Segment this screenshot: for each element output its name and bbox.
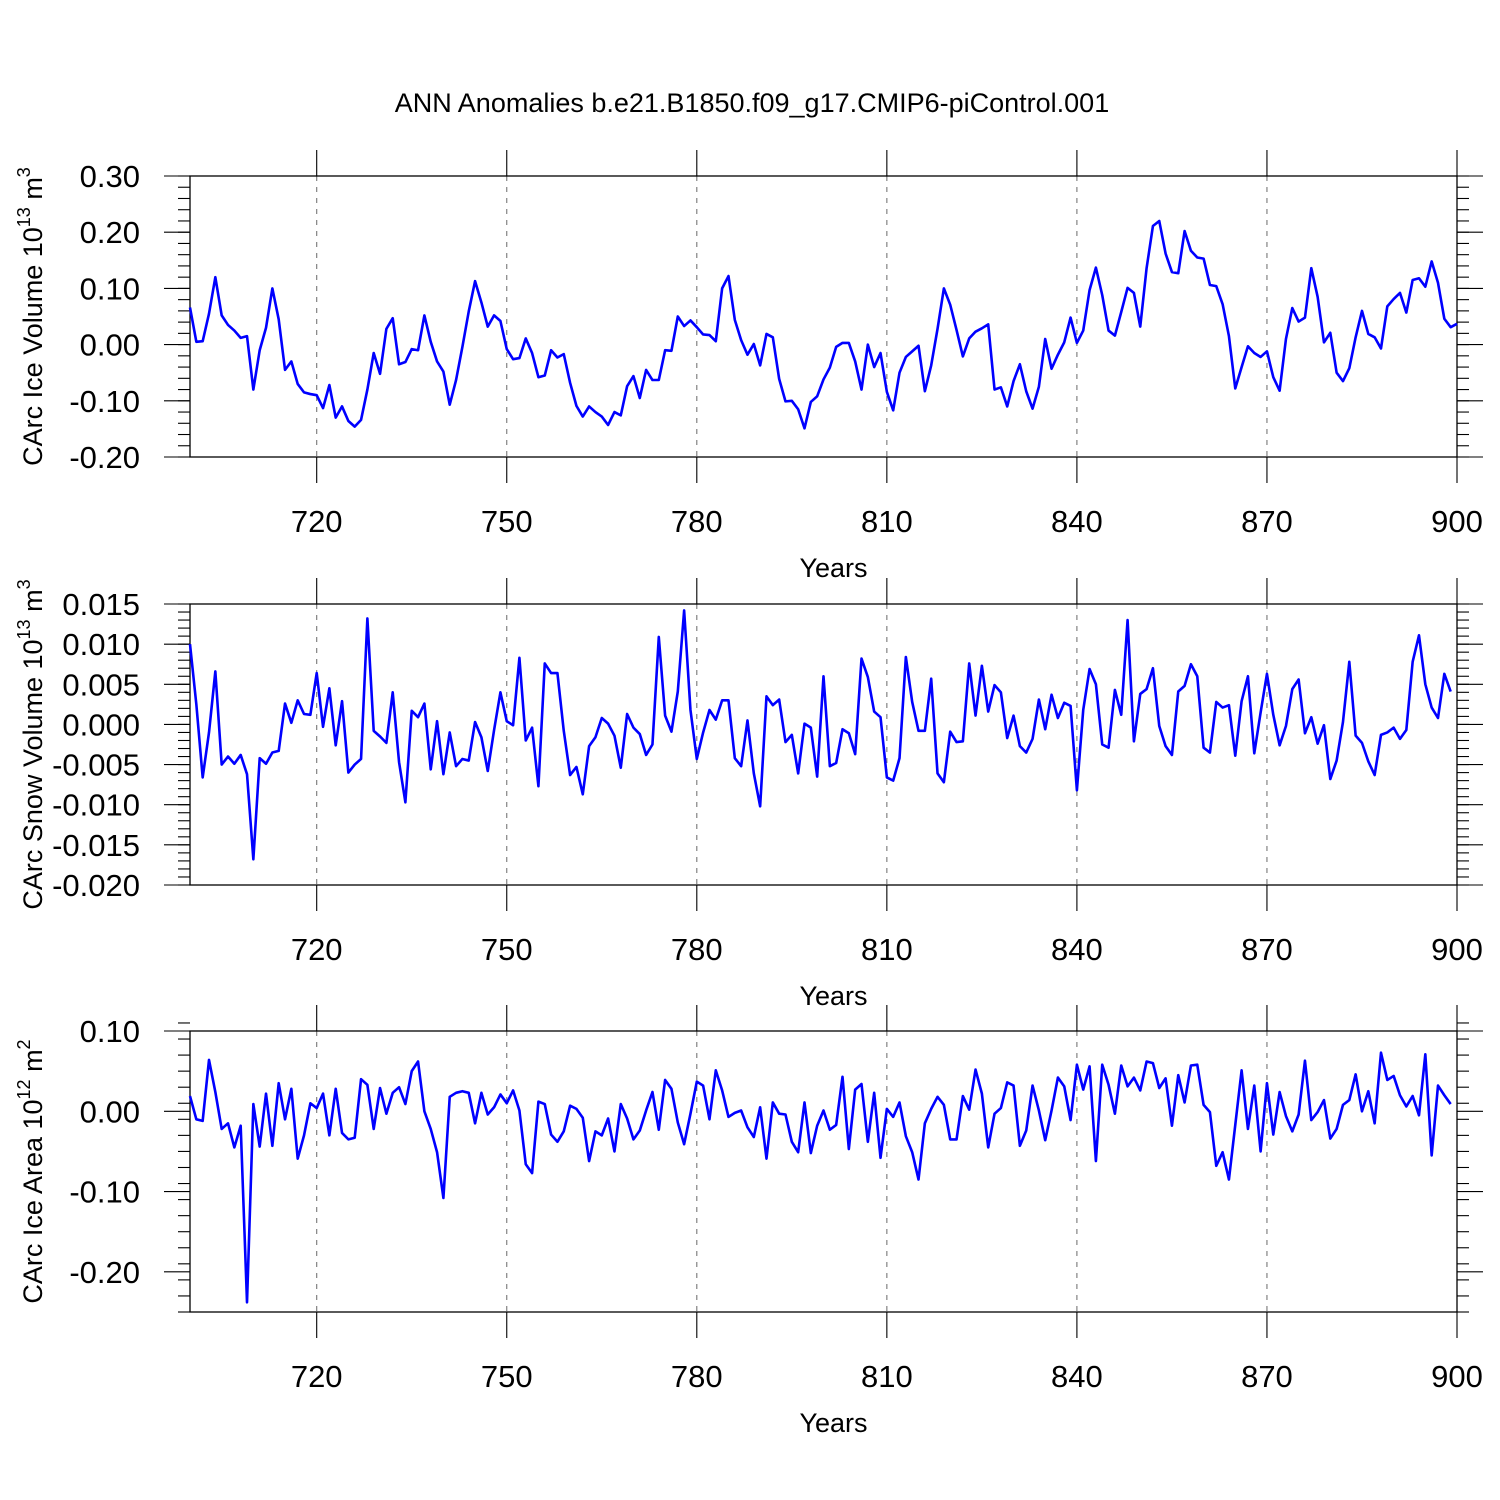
- ytick-label: 0.000: [62, 707, 140, 742]
- xtick-label: 810: [861, 504, 913, 539]
- panel-ice-volume: 720 750 780 810 840 870 900 -0.20 -0.10 0.00 0.10 0…: [14, 150, 1483, 583]
- ytick-label: -0.005: [52, 748, 140, 783]
- ytick-label: -0.20: [69, 1255, 140, 1290]
- xtick-label: 780: [671, 1359, 723, 1394]
- x-axis-label: Years: [799, 1408, 867, 1438]
- xtick-label: 810: [861, 932, 913, 967]
- ytick-label: 0.015: [62, 587, 140, 622]
- chart-title: ANN Anomalies b.e21.B1850.f09_g17.CMIP6-…: [395, 88, 1109, 118]
- ytick-label: 0.005: [62, 667, 140, 702]
- plot-frame: [189, 175, 1458, 458]
- xtick-label: 840: [1051, 1359, 1103, 1394]
- xtick-label: 870: [1241, 932, 1293, 967]
- xtick-label: 780: [671, 504, 723, 539]
- xtick-label: 810: [861, 1359, 913, 1394]
- xtick-label: 720: [291, 932, 343, 967]
- ytick-label: -0.10: [69, 384, 140, 419]
- ytick-label: -0.020: [52, 868, 140, 903]
- ytick-label: 0.10: [80, 271, 140, 306]
- xtick-label: 840: [1051, 932, 1103, 967]
- xtick-label: 780: [671, 932, 723, 967]
- xtick-label: 750: [481, 932, 533, 967]
- y-axis-label: CArc Snow Volume 1013 m3: [14, 579, 48, 909]
- x-axis-label: Years: [799, 981, 867, 1011]
- xtick-label: 900: [1431, 1359, 1483, 1394]
- ytick-label: 0.10: [80, 1014, 140, 1049]
- xtick-label: 900: [1431, 932, 1483, 967]
- ytick-label: 0.010: [62, 627, 140, 662]
- ytick-label: -0.20: [69, 440, 140, 475]
- ytick-label: 0.30: [80, 159, 140, 194]
- plot-frame: [189, 1030, 1458, 1313]
- xtick-label: 870: [1241, 504, 1293, 539]
- ytick-label: 0.20: [80, 215, 140, 250]
- series-line-ice-volume: [188, 219, 1458, 430]
- xtick-label: 900: [1431, 504, 1483, 539]
- xtick-label: 750: [481, 504, 533, 539]
- x-axis-label: Years: [799, 553, 867, 583]
- panel-ice-area: 720 750 780 810 840 870 900 -0.20 -0.10 0.00 0.10 Y…: [14, 1005, 1483, 1438]
- xtick-label: 840: [1051, 504, 1103, 539]
- ytick-label: -0.10: [69, 1175, 140, 1210]
- series-line-ice-area: [188, 1051, 1452, 1304]
- xtick-label: 870: [1241, 1359, 1293, 1394]
- xtick-label: 720: [291, 504, 343, 539]
- ytick-label: 0.00: [80, 1094, 140, 1129]
- panels: 720 750 780 810 840 870 900 -0.20 -0.10 0.00 0.10 0…: [14, 150, 1483, 1438]
- ytick-label: -0.015: [52, 828, 140, 863]
- ytick-label: -0.010: [52, 788, 140, 823]
- plot-frame: [189, 603, 1458, 886]
- xtick-label: 750: [481, 1359, 533, 1394]
- xtick-label: 720: [291, 1359, 343, 1394]
- y-axis-label: CArc Ice Volume 1013 m3: [14, 167, 48, 466]
- series-line-snow-volume: [188, 609, 1452, 861]
- y-axis-label: CArc Ice Area 1012 m2: [14, 1039, 48, 1303]
- panel-snow-volume: 720 750 780 810 840 870 900 -0.020 -0.015 -0.010 -…: [14, 578, 1483, 1011]
- ytick-label: 0.00: [80, 328, 140, 363]
